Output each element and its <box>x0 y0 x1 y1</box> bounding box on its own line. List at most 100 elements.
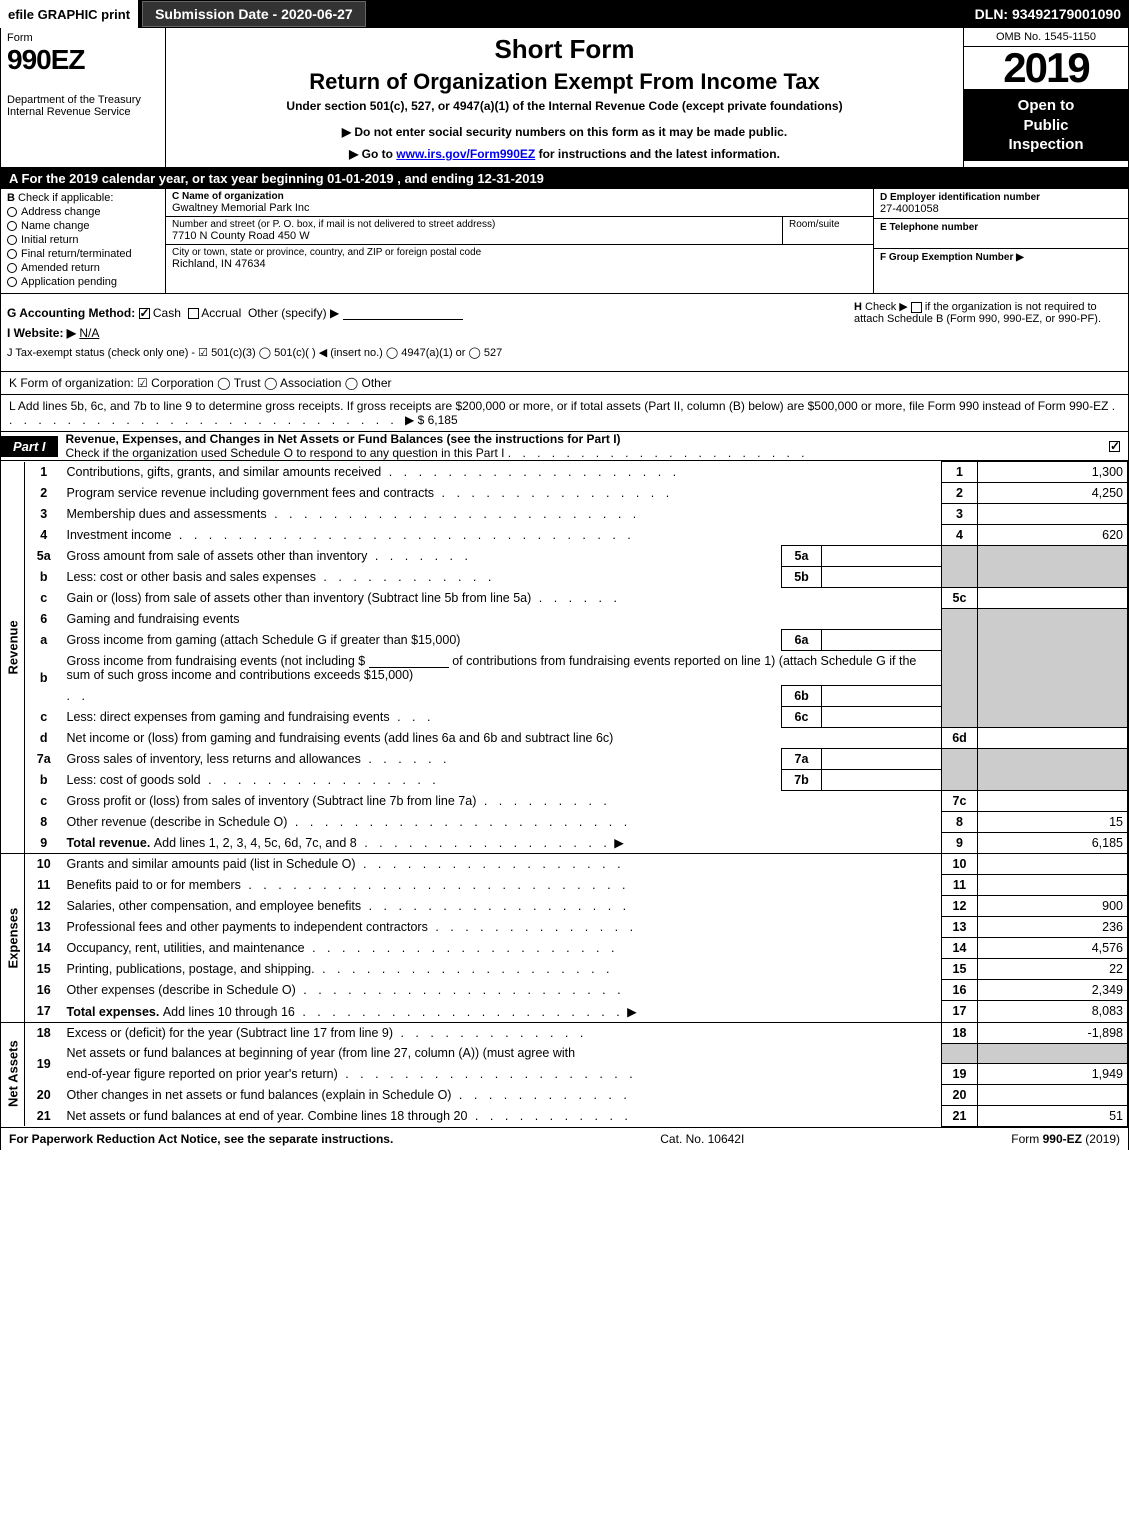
l19-num: 19 <box>942 1063 978 1084</box>
l3-val <box>978 504 1128 525</box>
d-label: D Employer identification number <box>880 192 1122 203</box>
grey-7-val <box>978 748 1128 790</box>
i-line: I Website: ▶ N/A <box>7 326 842 340</box>
section-b: B Check if applicable: Address change Na… <box>1 189 166 293</box>
ln-15: 15 <box>25 959 63 980</box>
l15-val: 22 <box>978 959 1128 980</box>
ln-10: 10 <box>25 854 63 875</box>
irs-link[interactable]: www.irs.gov/Form990EZ <box>396 147 535 161</box>
ln-19: 19 <box>25 1043 63 1084</box>
l13-num: 13 <box>942 917 978 938</box>
room-suite-label: Room/suite <box>783 217 873 244</box>
l7b-desc: Less: cost of goods sold <box>67 773 201 787</box>
l14-desc: Occupancy, rent, utilities, and maintena… <box>67 941 305 955</box>
footer: For Paperwork Reduction Act Notice, see … <box>1 1127 1128 1150</box>
l16-num: 16 <box>942 980 978 1001</box>
submission-date-button[interactable]: Submission Date - 2020-06-27 <box>142 1 366 27</box>
l8-num: 8 <box>942 811 978 832</box>
goto-post: for instructions and the latest informat… <box>535 147 780 161</box>
b-label: B <box>7 192 15 204</box>
opt-amended: Amended return <box>21 262 100 274</box>
part1-label: Part I <box>1 436 58 457</box>
l8-desc: Other revenue (describe in Schedule O) <box>67 815 288 829</box>
ln-18: 18 <box>25 1022 63 1043</box>
chk-address-change[interactable] <box>7 207 17 217</box>
l6d-val <box>978 727 1128 748</box>
ln-6: 6 <box>25 609 63 630</box>
ghij-section: G Accounting Method: Cash Accrual Other … <box>1 294 1128 372</box>
grey-5ab-val <box>978 546 1128 588</box>
chk-schedule-b[interactable] <box>911 302 922 313</box>
chk-accrual[interactable] <box>188 308 199 319</box>
ln-2: 2 <box>25 483 63 504</box>
chk-schedule-o[interactable] <box>1109 441 1120 452</box>
grey-19 <box>942 1043 978 1063</box>
grey-6 <box>942 609 978 728</box>
part1-title: Revenue, Expenses, and Changes in Net As… <box>58 432 1109 460</box>
l5c-desc: Gain or (loss) from sale of assets other… <box>67 591 532 605</box>
chk-name-change[interactable] <box>7 221 17 231</box>
l6b-subval <box>822 685 942 706</box>
dept-treasury: Department of the Treasury <box>7 94 159 106</box>
ln-8: 8 <box>25 811 63 832</box>
goto-line: ▶ Go to www.irs.gov/Form990EZ for instru… <box>172 147 957 161</box>
l14-val: 4,576 <box>978 938 1128 959</box>
l2-num: 2 <box>942 483 978 504</box>
l6d-desc: Net income or (loss) from gaming and fun… <box>63 727 942 748</box>
l15-desc: Printing, publications, postage, and shi… <box>67 962 315 976</box>
l17-val: 8,083 <box>978 1001 1128 1023</box>
l5a-sub: 5a <box>782 546 822 567</box>
l15-num: 15 <box>942 959 978 980</box>
info-block: B Check if applicable: Address change Na… <box>1 189 1128 294</box>
form-header: Form 990EZ Department of the Treasury In… <box>1 28 1128 168</box>
check-if-applicable: Check if applicable: <box>18 192 113 204</box>
l10-desc: Grants and similar amounts paid (list in… <box>67 857 356 871</box>
c-label: C Name of organization <box>172 191 867 202</box>
header-right: OMB No. 1545-1150 2019 Open to Public In… <box>963 28 1128 167</box>
l7b-sub: 7b <box>782 769 822 790</box>
g-line: G Accounting Method: Cash Accrual Other … <box>7 306 842 320</box>
l9-num: 9 <box>942 832 978 854</box>
l6a-sub: 6a <box>782 629 822 650</box>
opt-name: Name change <box>21 220 90 232</box>
form-ref-bold: 990-EZ <box>1043 1132 1082 1146</box>
chk-pending[interactable] <box>7 277 17 287</box>
l19-desc2: end-of-year figure reported on prior yea… <box>67 1067 338 1081</box>
form-ref-pre: Form <box>1011 1132 1042 1146</box>
accrual-label: Accrual <box>201 306 241 320</box>
l16-desc: Other expenses (describe in Schedule O) <box>67 983 296 997</box>
chk-initial-return[interactable] <box>7 235 17 245</box>
l-text: L Add lines 5b, 6c, and 7b to line 9 to … <box>9 399 1108 413</box>
l4-num: 4 <box>942 525 978 546</box>
l1-num: 1 <box>942 462 978 483</box>
org-city: Richland, IN 47634 <box>172 258 867 270</box>
chk-final-return[interactable] <box>7 249 17 259</box>
org-name: Gwaltney Memorial Park Inc <box>172 202 867 214</box>
l4-desc: Investment income <box>67 528 172 542</box>
ln-21: 21 <box>25 1105 63 1126</box>
l11-val <box>978 875 1128 896</box>
ln-4: 4 <box>25 525 63 546</box>
ln-14: 14 <box>25 938 63 959</box>
efile-print-label[interactable]: efile GRAPHIC print <box>0 0 138 28</box>
j-line: J Tax-exempt status (check only one) - ☑… <box>7 346 842 359</box>
f-label: F Group Exemption Number ▶ <box>880 252 1122 263</box>
other-blank[interactable] <box>343 319 463 320</box>
l3-num: 3 <box>942 504 978 525</box>
chk-cash[interactable] <box>139 308 150 319</box>
l7a-desc: Gross sales of inventory, less returns a… <box>67 752 361 766</box>
chk-amended[interactable] <box>7 263 17 273</box>
form-number: 990EZ <box>7 44 159 76</box>
ln-17: 17 <box>25 1001 63 1023</box>
l18-num: 18 <box>942 1022 978 1043</box>
addr-label: Number and street (or P. O. box, if mail… <box>172 219 776 230</box>
ln-3: 3 <box>25 504 63 525</box>
l6c-desc: Less: direct expenses from gaming and fu… <box>67 710 390 724</box>
l5a-subval <box>822 546 942 567</box>
l10-val <box>978 854 1128 875</box>
l5a-desc: Gross amount from sale of assets other t… <box>67 549 368 563</box>
l13-desc: Professional fees and other payments to … <box>67 920 428 934</box>
open-to: Open to <box>968 96 1124 116</box>
ln-13: 13 <box>25 917 63 938</box>
l14-num: 14 <box>942 938 978 959</box>
